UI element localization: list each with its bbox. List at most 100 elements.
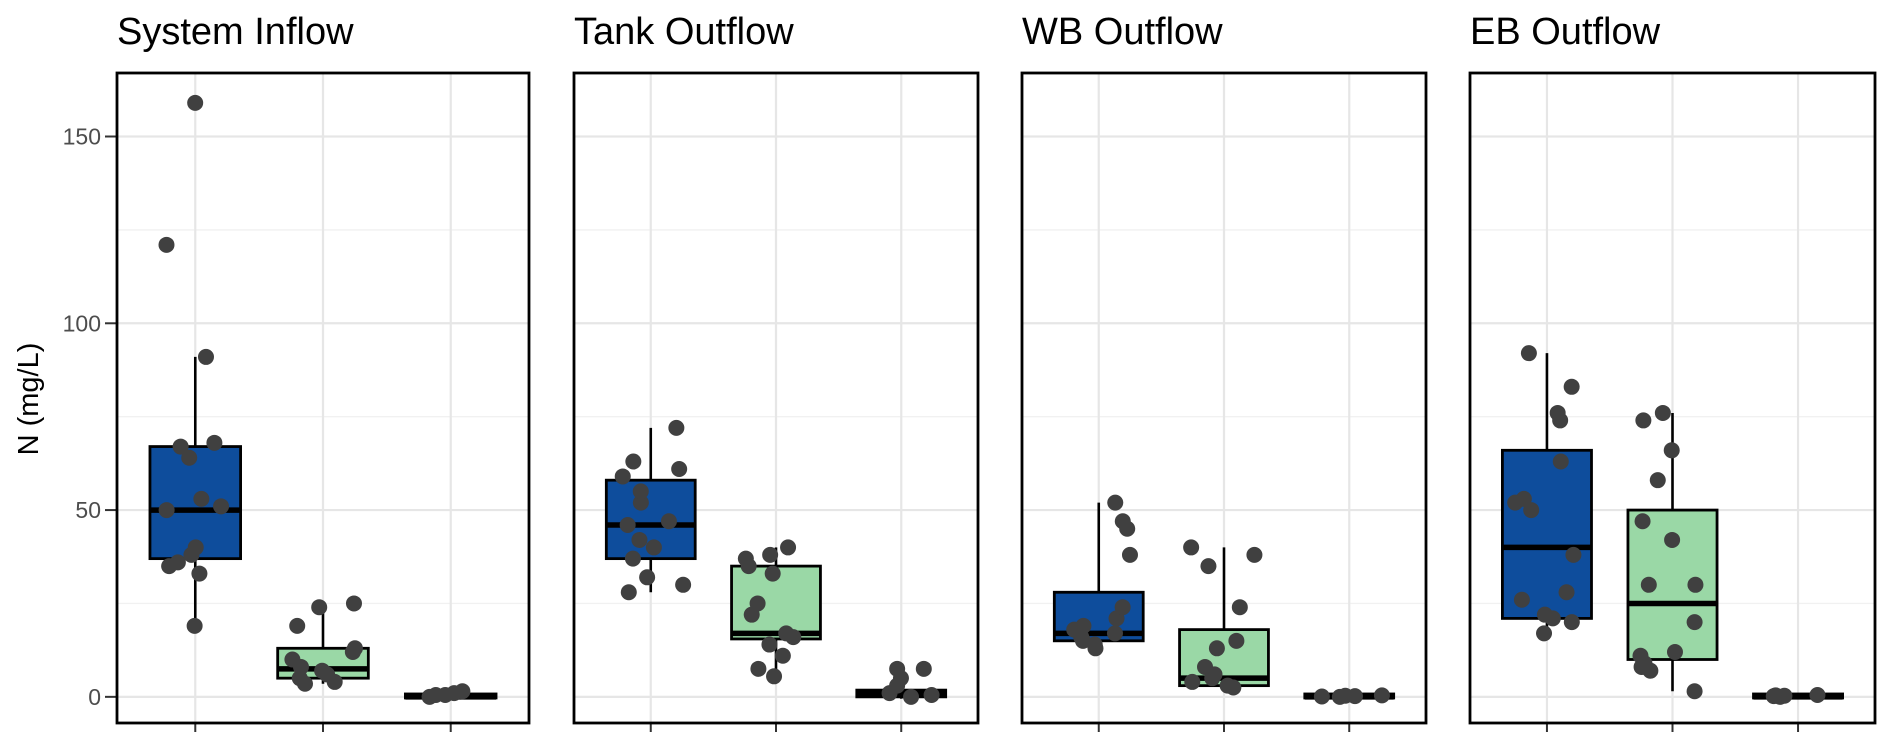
data-point	[346, 640, 363, 657]
data-point	[187, 539, 204, 556]
data-point	[639, 569, 656, 586]
data-point	[1649, 472, 1666, 489]
data-point	[1183, 539, 1200, 556]
data-point	[762, 546, 779, 563]
data-point	[923, 686, 940, 703]
data-point	[915, 660, 932, 677]
data-point	[1200, 558, 1217, 575]
data-point	[284, 651, 301, 668]
data-point	[158, 502, 175, 519]
data-point	[169, 554, 186, 571]
data-point	[774, 647, 791, 664]
data-point	[1184, 673, 1201, 690]
data-point	[289, 617, 306, 634]
data-point	[632, 483, 649, 500]
data-point	[1536, 606, 1553, 623]
panel-border	[115, 71, 531, 725]
data-point	[614, 468, 631, 485]
panel-1: System Inflow	[115, 11, 531, 732]
data-point	[1634, 513, 1651, 530]
panel-title: Tank Outflow	[574, 11, 794, 53]
data-point	[1686, 683, 1703, 700]
data-point	[1563, 614, 1580, 631]
data-point	[172, 438, 189, 455]
data-point	[181, 449, 198, 466]
data-point	[314, 662, 331, 679]
data-point	[1121, 546, 1138, 563]
data-point	[1536, 625, 1553, 642]
data-point	[187, 94, 204, 111]
panel-3: WB Outflow	[1020, 11, 1428, 732]
panel-4: EB Outflow	[1468, 11, 1877, 732]
data-point	[158, 236, 175, 253]
y-tick-label: 100	[63, 310, 101, 336]
data-point	[1666, 644, 1683, 661]
data-point	[186, 617, 203, 634]
data-point	[1809, 686, 1826, 703]
data-point	[1231, 599, 1248, 616]
box	[1501, 448, 1593, 620]
data-point	[206, 434, 223, 451]
data-point	[311, 599, 328, 616]
data-point	[1635, 412, 1652, 429]
data-point	[764, 565, 781, 582]
data-point	[668, 419, 685, 436]
data-point	[1563, 378, 1580, 395]
data-point	[1313, 688, 1330, 705]
data-point	[1246, 546, 1263, 563]
panel-title: System Inflow	[117, 11, 354, 53]
data-point	[631, 531, 648, 548]
y-tick-label: 50	[75, 497, 101, 523]
data-point	[1219, 677, 1236, 694]
data-point	[1515, 490, 1532, 507]
data-point	[675, 576, 692, 593]
data-point	[1686, 614, 1703, 631]
data-point	[632, 494, 649, 511]
data-point	[427, 686, 444, 703]
data-point	[1565, 546, 1582, 563]
data-point	[213, 498, 230, 515]
data-point	[624, 550, 641, 567]
data-point	[1228, 632, 1245, 649]
data-point	[671, 460, 688, 477]
data-point	[1687, 576, 1704, 593]
data-point	[1520, 345, 1537, 362]
data-point	[780, 539, 797, 556]
data-point	[1337, 687, 1354, 704]
data-point	[1513, 591, 1530, 608]
data-point	[1208, 640, 1225, 657]
data-point	[197, 348, 214, 365]
data-point	[1663, 442, 1680, 459]
data-point	[1654, 404, 1671, 421]
data-point	[889, 660, 906, 677]
data-point	[193, 490, 210, 507]
data-point	[620, 584, 637, 601]
panel-border	[1020, 71, 1428, 725]
data-point	[645, 539, 662, 556]
data-point	[778, 625, 795, 642]
data-point	[1106, 625, 1123, 642]
data-point	[1632, 647, 1649, 664]
data-point	[1549, 404, 1566, 421]
y-axis-title: N (mg/L)	[13, 343, 45, 456]
panel-2: Tank Outflow	[572, 11, 980, 732]
data-point	[619, 517, 636, 534]
data-point	[761, 636, 778, 653]
y-tick-label: 0	[88, 684, 101, 710]
panel-title: WB Outflow	[1022, 11, 1223, 53]
data-point	[749, 595, 766, 612]
data-point	[1767, 687, 1784, 704]
data-point	[737, 550, 754, 567]
data-point	[1640, 576, 1657, 593]
panel-title: EB Outflow	[1470, 11, 1661, 53]
y-tick-label: 150	[63, 124, 101, 150]
data-point	[903, 688, 920, 705]
data-point	[1373, 687, 1390, 704]
data-point	[1558, 584, 1575, 601]
panel-border	[1468, 71, 1877, 725]
panel-border	[572, 71, 980, 725]
data-point	[191, 565, 208, 582]
data-point	[1114, 599, 1131, 616]
data-point	[1664, 531, 1681, 548]
